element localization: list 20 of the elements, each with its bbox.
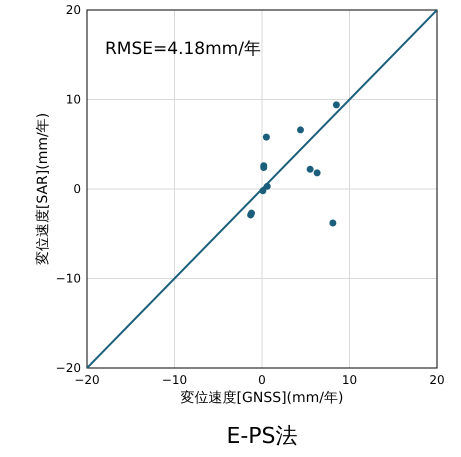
point	[314, 169, 321, 176]
annotation: RMSE=4.18mm/年	[105, 39, 261, 59]
y-tick-label: 0	[73, 182, 81, 196]
y-axis-title: 変位速度[SAR](mm/年)	[35, 112, 51, 266]
point	[262, 134, 270, 141]
y-tick-label: 20	[66, 3, 81, 17]
text: E-PS法	[226, 424, 298, 449]
x-tick-label: 10	[342, 373, 358, 387]
point	[329, 220, 336, 227]
y-tick-label: −10	[56, 272, 81, 286]
x-axis-title: 変位速度[GNSS](mm/年)	[180, 390, 344, 406]
point	[297, 126, 304, 134]
x-tick-label: −10	[162, 373, 188, 387]
x-tick-label: 20	[429, 373, 445, 387]
point	[306, 166, 314, 173]
y-tick-label: 10	[66, 92, 81, 106]
x-tick-label: 0	[258, 373, 266, 387]
x-tick-label: −20	[74, 373, 100, 387]
point	[332, 101, 340, 108]
y-tick-label: −20	[56, 361, 81, 375]
